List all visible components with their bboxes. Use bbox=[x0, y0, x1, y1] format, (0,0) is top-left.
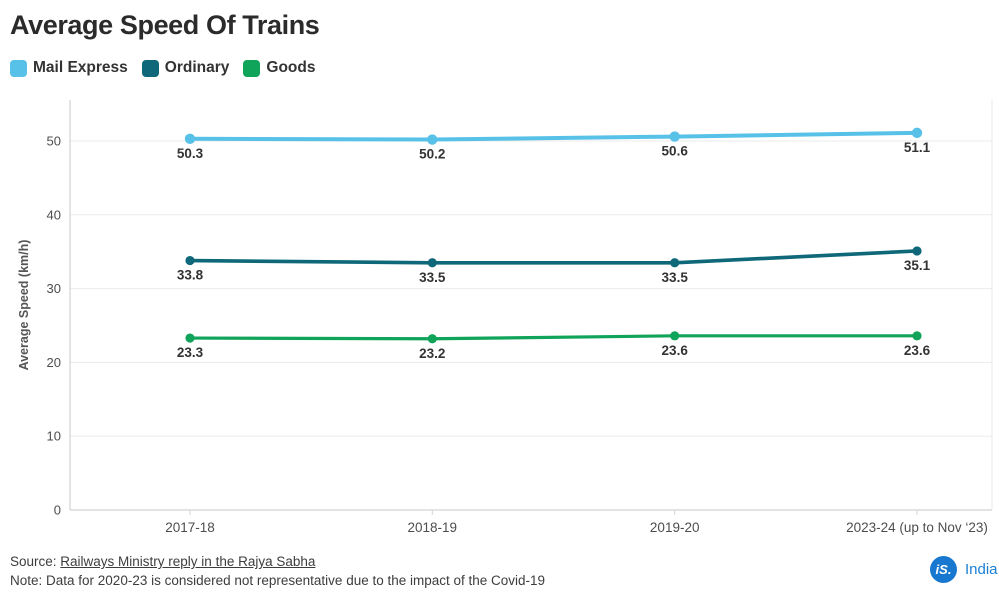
series-line-mail-express bbox=[188, 130, 919, 142]
data-label: 33.5 bbox=[419, 270, 446, 285]
data-label: 50.2 bbox=[419, 147, 445, 162]
legend-item-goods: Goods bbox=[243, 59, 315, 77]
data-point bbox=[185, 333, 195, 343]
legend-swatch-icon bbox=[243, 59, 261, 77]
data-label: 23.2 bbox=[419, 346, 445, 361]
x-tick-label: 2023-24 (up to Nov ‘23) bbox=[846, 520, 988, 535]
source-prefix: Source: bbox=[10, 554, 61, 569]
indiaspend-logo-icon: iS. bbox=[930, 556, 957, 583]
legend-swatch-icon bbox=[141, 59, 159, 77]
source-line: Source: Railways Ministry reply in the R… bbox=[10, 553, 545, 572]
footer: Source: Railways Ministry reply in the R… bbox=[10, 553, 545, 590]
data-label: 23.6 bbox=[904, 343, 931, 358]
y-axis-title: Average Speed (km/h) bbox=[17, 240, 31, 371]
data-label: 33.8 bbox=[177, 268, 204, 283]
data-point bbox=[184, 133, 196, 144]
legend: Mail Express Ordinary Goods bbox=[10, 59, 315, 77]
data-point bbox=[911, 127, 923, 139]
y-tick-label: 40 bbox=[47, 207, 61, 222]
data-point bbox=[912, 331, 922, 341]
y-tick-label: 0 bbox=[54, 503, 61, 518]
legend-label: Ordinary bbox=[164, 59, 230, 76]
data-label: 50.3 bbox=[177, 146, 204, 161]
legend-label: Goods bbox=[266, 59, 316, 76]
legend-label: Mail Express bbox=[33, 59, 128, 76]
source-link[interactable]: Railways Ministry reply in the Rajya Sab… bbox=[60, 554, 316, 569]
data-point bbox=[427, 258, 437, 268]
data-point bbox=[912, 246, 922, 256]
chart-title: Average Speed Of Trains bbox=[10, 10, 320, 40]
data-label: 33.5 bbox=[662, 270, 689, 285]
note-line: Note: Data for 2020-23 is considered not… bbox=[10, 572, 546, 588]
data-point bbox=[670, 258, 680, 268]
legend-swatch-icon bbox=[10, 59, 27, 77]
data-label: 23.3 bbox=[177, 345, 204, 360]
x-tick-label: 2019-20 bbox=[650, 520, 700, 535]
y-tick-label: 50 bbox=[47, 134, 61, 149]
series-line-goods bbox=[188, 334, 919, 341]
x-tick-label: 2018-19 bbox=[408, 520, 458, 535]
series-line-ordinary bbox=[188, 249, 919, 265]
data-point bbox=[185, 255, 195, 266]
data-point bbox=[669, 131, 680, 142]
data-point bbox=[427, 134, 438, 145]
publisher-logo: iS. India bbox=[930, 556, 998, 583]
legend-item-ordinary: Ordinary bbox=[141, 59, 230, 77]
data-point bbox=[670, 331, 680, 341]
data-label: 50.6 bbox=[662, 144, 689, 159]
legend-item-mail-express: Mail Express bbox=[10, 59, 128, 77]
y-tick-label: 20 bbox=[47, 355, 61, 370]
data-point bbox=[427, 334, 437, 344]
data-label: 23.6 bbox=[662, 343, 689, 358]
logo-wordmark: India bbox=[965, 561, 998, 578]
data-label: 51.1 bbox=[904, 140, 931, 155]
x-tick-label: 2017-18 bbox=[165, 520, 215, 535]
y-tick-label: 10 bbox=[47, 429, 61, 444]
data-label: 35.1 bbox=[904, 258, 931, 273]
y-tick-label: 30 bbox=[47, 281, 61, 296]
